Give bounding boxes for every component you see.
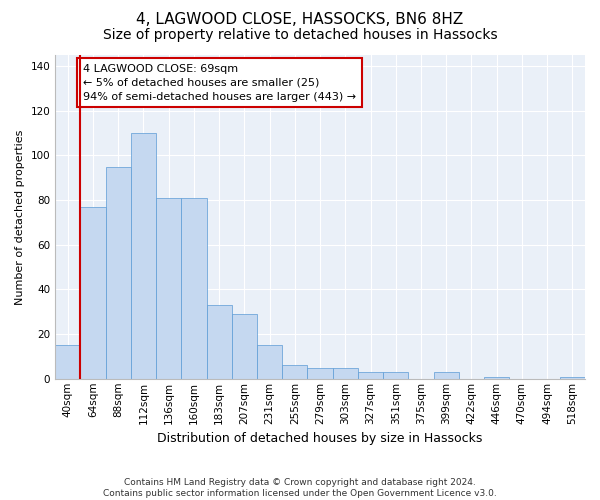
Y-axis label: Number of detached properties: Number of detached properties [15, 129, 25, 304]
Text: Contains HM Land Registry data © Crown copyright and database right 2024.
Contai: Contains HM Land Registry data © Crown c… [103, 478, 497, 498]
Bar [307, 368, 332, 379]
Bar [156, 198, 181, 379]
Bar [106, 166, 131, 379]
Bar [80, 207, 106, 379]
Text: 4 LAGWOOD CLOSE: 69sqm
← 5% of detached houses are smaller (25)
94% of semi-deta: 4 LAGWOOD CLOSE: 69sqm ← 5% of detached … [83, 64, 356, 102]
Text: Size of property relative to detached houses in Hassocks: Size of property relative to detached ho… [103, 28, 497, 42]
Bar [181, 198, 206, 379]
Bar [257, 346, 282, 379]
X-axis label: Distribution of detached houses by size in Hassocks: Distribution of detached houses by size … [157, 432, 483, 445]
Bar [560, 376, 585, 379]
Bar [232, 314, 257, 379]
Bar [434, 372, 459, 379]
Bar [358, 372, 383, 379]
Bar [484, 376, 509, 379]
Bar [131, 133, 156, 379]
Bar [282, 366, 307, 379]
Bar [206, 305, 232, 379]
Bar [55, 346, 80, 379]
Text: 4, LAGWOOD CLOSE, HASSOCKS, BN6 8HZ: 4, LAGWOOD CLOSE, HASSOCKS, BN6 8HZ [136, 12, 464, 28]
Bar [383, 372, 409, 379]
Bar [332, 368, 358, 379]
